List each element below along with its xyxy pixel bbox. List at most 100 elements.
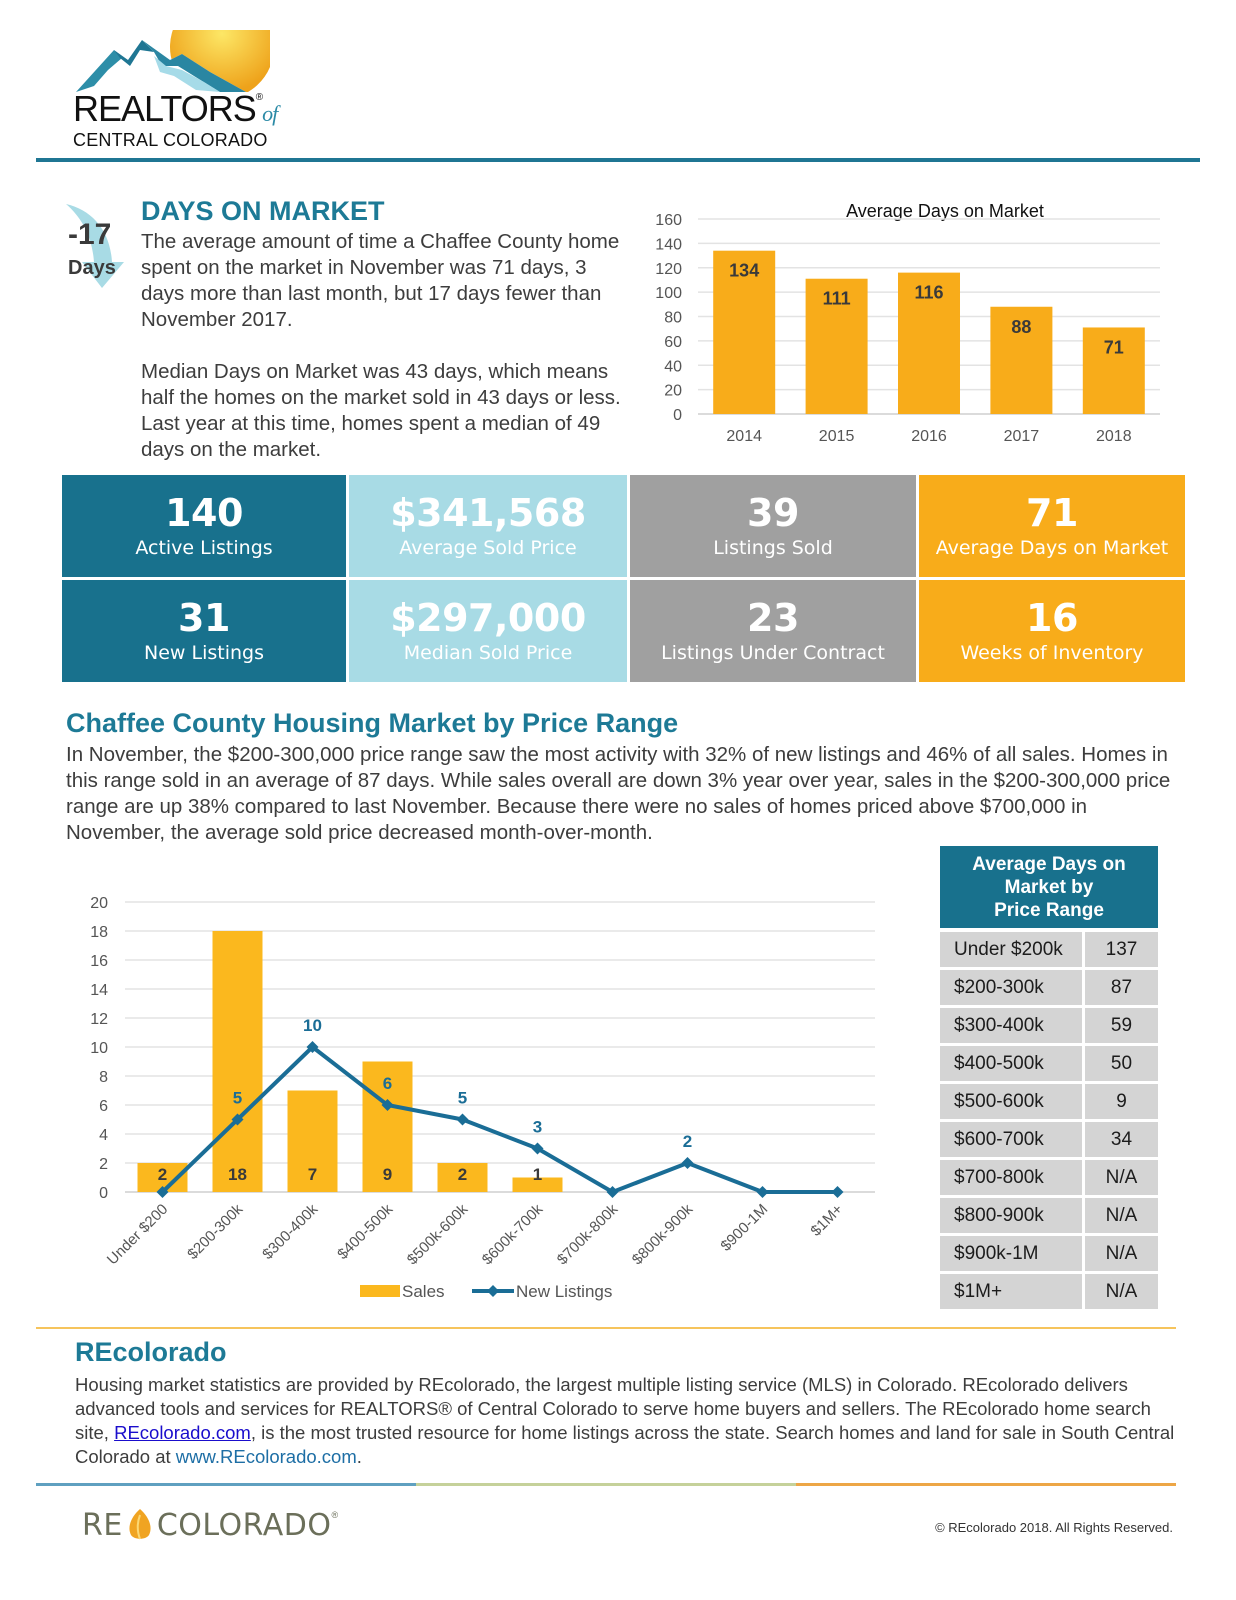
recolorado-text: Housing market statistics are provided b… [75,1374,1151,1443]
down-arrow-icon [66,204,124,288]
x-tick-label: $500k-600k [404,1200,472,1268]
sales-data-label: 1 [533,1165,542,1184]
days-cell: N/A [1085,1198,1158,1233]
logo-wordmark: REALTORS [73,88,257,129]
table-row: $900k-1M N/A [940,1236,1158,1271]
stat-label: Active Listings [135,537,273,559]
stat-average-days-on-market: 71 Average Days on Market [919,475,1185,577]
footer-rule-segment [416,1483,796,1486]
price-range-cell: Under $200k [940,932,1082,967]
sales-bar [512,1177,563,1192]
new-listings-marker [831,1186,844,1198]
new-listings-marker [531,1142,544,1155]
table-row: $300-400k 59 [940,1008,1158,1043]
recolorado-text: . [356,1446,362,1467]
new-listings-data-label: 5 [458,1089,467,1108]
table-title-line: Market by [1004,877,1094,898]
x-tick-label: 2016 [911,428,947,445]
dom-change-value: -17 [68,218,112,251]
bar [898,272,960,414]
data-label: 134 [729,261,759,281]
x-tick-label: 2014 [726,428,762,445]
dom-paragraph-1: The average amount of time a Chaffee Cou… [141,230,620,331]
x-tick-label: $200-300k [184,1200,247,1263]
legend-swatch-sales [360,1285,400,1297]
stat-median-sold-price: $297,000 Median Sold Price [349,580,627,682]
footer-divider [36,1483,1176,1486]
logo-registered-mark: ® [331,1510,339,1520]
price-range-cell: $1M+ [940,1274,1082,1309]
avg-dom-by-year-chart: Average Days on Market 0 20 40 60 80 100 120 140… [655,201,1160,445]
y-tick-label: 0 [99,1185,108,1202]
x-tick-label: $800k-900k [629,1200,697,1268]
table-row: $400-500k 50 [940,1046,1158,1081]
price-range-combo-chart: 0 2 4 6 8 10 12 14 16 18 20 2 18 7 9 2 1 5 10 6 5 3 2 Under $20… [90,895,875,1301]
days-cell: 50 [1085,1046,1158,1081]
table-title-line: Average Days on [972,854,1126,875]
data-label: 111 [823,289,851,309]
stat-value: $341,568 [390,491,586,535]
data-label: 71 [1104,337,1124,357]
y-tick-label: 8 [99,1069,108,1086]
sales-bar [212,931,263,1192]
new-listings-marker [606,1186,619,1198]
table-row: Under $200k 137 [940,932,1158,967]
y-tick-label: 18 [90,924,108,941]
sales-bar [287,1090,338,1192]
y-tick-label: 160 [655,212,682,229]
bar [713,250,776,414]
table-row: $600-700k 34 [940,1122,1158,1157]
new-listings-marker [306,1041,319,1053]
new-listings-marker [156,1186,169,1198]
header-divider [36,158,1200,162]
days-cell: N/A [1085,1274,1158,1309]
x-tick-label: $1M+ [807,1201,846,1240]
realtors-logo: REALTORS®of CENTRAL COLORADO [70,30,290,150]
days-cell: 137 [1085,932,1158,967]
legend-marker [487,1285,499,1297]
table-row: $1M+ N/A [940,1274,1158,1309]
chart-title: Average Days on Market [846,201,1044,221]
new-listings-marker [231,1113,244,1126]
new-listings-data-label: 2 [683,1132,692,1151]
stat-listings-under-contract: 23 Listings Under Contract [630,580,916,682]
new-listings-data-label: 6 [383,1074,392,1093]
new-listings-line [161,1045,838,1194]
table-title-line: Price Range [994,900,1104,921]
new-listings-marker [381,1099,394,1111]
y-tick-label: 40 [664,358,682,375]
days-cell: 59 [1085,1008,1158,1043]
sales-data-label: 9 [383,1165,392,1184]
stat-value: $297,000 [390,596,586,640]
stat-label: Listings Under Contract [661,642,885,664]
y-tick-label: 14 [90,982,108,999]
sales-data-label: 18 [228,1165,247,1184]
days-cell: 87 [1085,970,1158,1005]
y-tick-label: 6 [99,1098,108,1115]
stat-active-listings: 140 Active Listings [62,475,346,577]
price-range-cell: $300-400k [940,1008,1082,1043]
sales-data-label: 2 [158,1165,167,1184]
dom-paragraph-2: Median Days on Market was 43 days, which… [141,360,621,461]
recolorado-link[interactable]: REcolorado.com [114,1422,251,1443]
logo-text-colorado: COLORADO [156,1507,332,1543]
new-listings-data-label: 10 [303,1016,322,1035]
logo-registered-mark: ® [255,92,263,103]
price-range-title: Chaffee County Housing Market by Price R… [66,708,679,738]
y-tick-label: 80 [664,310,682,327]
recolorado-www-link[interactable]: www.REcolorado.com [175,1446,357,1467]
price-range-cell: $900k-1M [940,1236,1082,1271]
bar [990,306,1053,414]
table-body: Under $200k 137 $200-300k 87 $300-400k 59 $400… [940,932,1158,1309]
new-listings-marker [756,1186,769,1198]
y-tick-label: 100 [655,285,682,302]
days-cell: N/A [1085,1236,1158,1271]
y-tick-label: 10 [90,1040,108,1057]
x-tick-label: Under $200 [104,1201,171,1268]
legend-label-new-listings: New Listings [516,1282,612,1301]
days-cell: 9 [1085,1084,1158,1119]
y-tick-label: 4 [99,1127,108,1144]
price-range-cell: $700-800k [940,1160,1082,1195]
stat-listings-sold: 39 Listings Sold [630,475,916,577]
new-listings-marker [681,1157,694,1169]
